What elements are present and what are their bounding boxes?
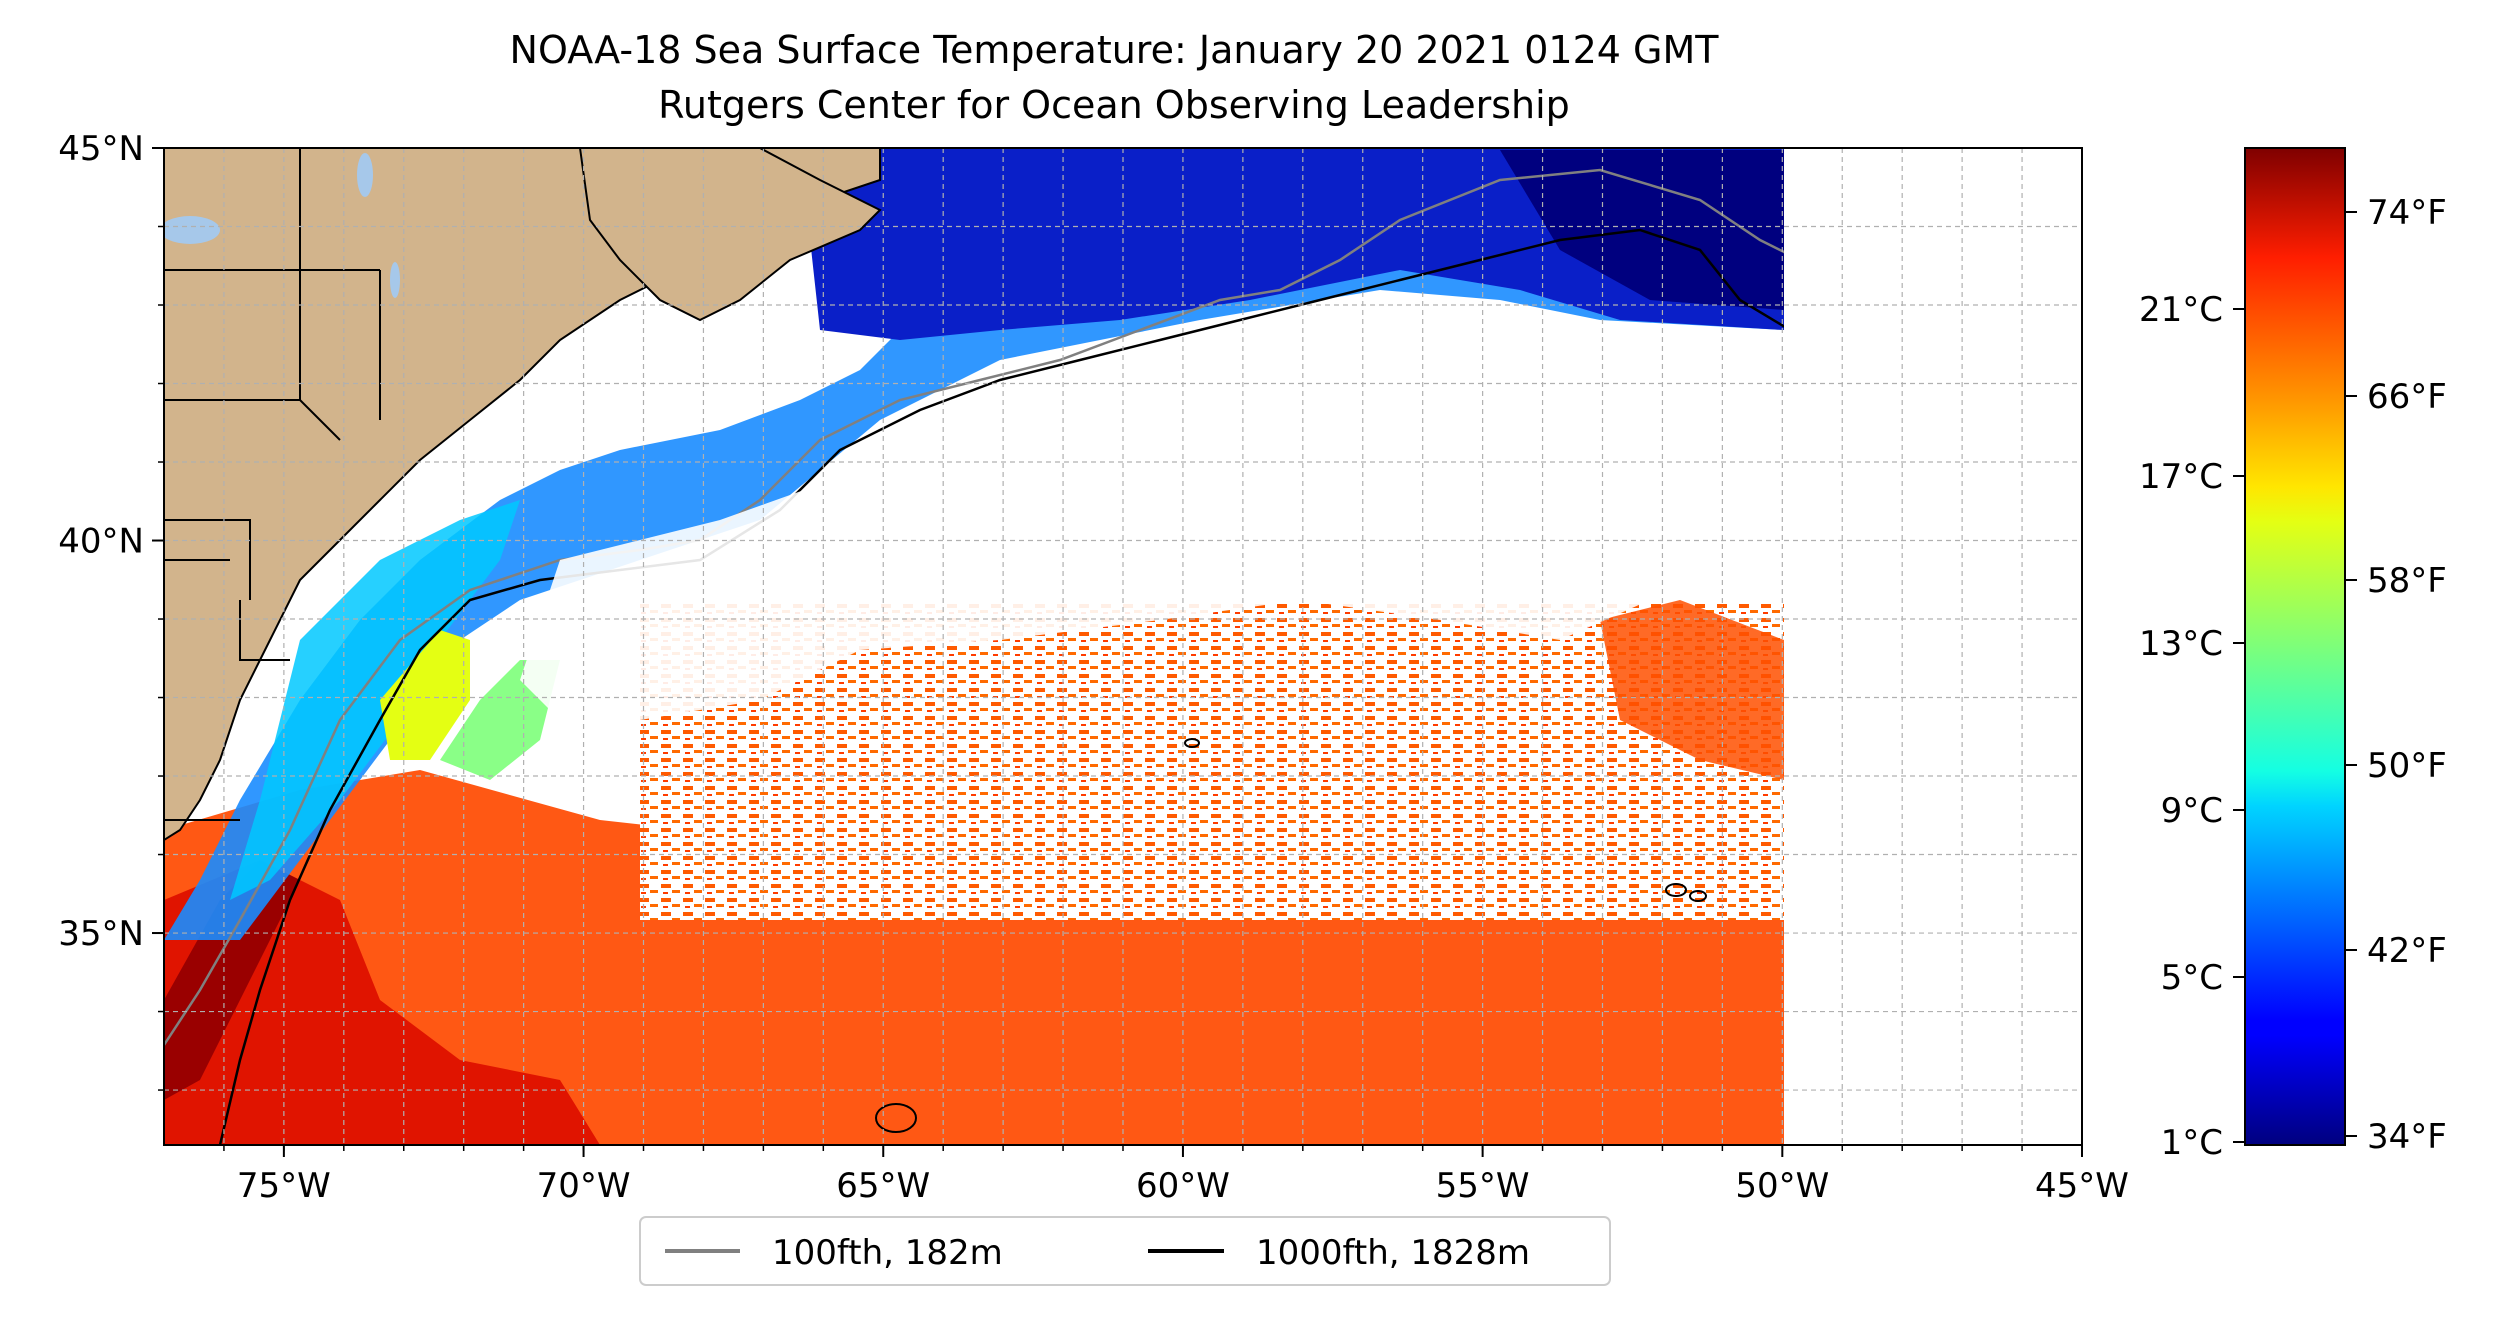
x-tick-label: 55°W (1436, 1166, 1530, 1206)
contour-100fth (164, 149, 1902, 1046)
colorbar-celsius-label: 17°C (2139, 457, 2223, 497)
colorbar-fahrenheit-axis: 34°F 42°F 50°F 58°F 66°F 74°F (2345, 193, 2447, 1157)
no-data-region (1784, 148, 2082, 1145)
map-subtitle: Rutgers Center for Ocean Observing Leade… (658, 83, 1570, 127)
contour-1000fth (218, 228, 1820, 1145)
gridlines (164, 148, 2082, 1145)
colorbar-celsius-label: 9°C (2161, 791, 2223, 831)
sst-warm-region (164, 770, 1784, 1145)
sst-yellow-front (380, 630, 470, 760)
map-title: NOAA-18 Sea Surface Temperature: January… (510, 28, 1720, 72)
x-tick-label: 75°W (237, 1166, 331, 1206)
colorbar: 1°C 5°C 9°C 13°C 17°C 21°C 34°F 42°F 50°F 58°F 66… (2139, 147, 2447, 1163)
x-tick-label: 65°W (836, 1166, 930, 1206)
colorbar-fahrenheit-label: 66°F (2367, 377, 2447, 417)
cloud-mask (520, 360, 1784, 720)
colorbar-celsius-label: 21°C (2139, 290, 2223, 330)
x-tick-label: 60°W (1136, 1166, 1230, 1206)
colorbar-fahrenheit-label: 50°F (2367, 746, 2447, 786)
sst-warm-patch-east (1600, 600, 1784, 780)
x-tick-label: 50°W (1735, 1166, 1829, 1206)
y-tick-label: 40°N (58, 522, 144, 562)
x-axis: 75°W 70°W 65°W 60°W 55°W 50°W 45°W (223, 1145, 2129, 1206)
colorbar-fahrenheit-label: 58°F (2367, 561, 2447, 601)
colorbar-celsius-label: 13°C (2139, 624, 2223, 664)
colorbar-fahrenheit-label: 74°F (2367, 193, 2447, 233)
colorbar-celsius-axis: 1°C 5°C 9°C 13°C 17°C 21°C (2139, 290, 2245, 1163)
lakes (164, 153, 400, 298)
colorbar-fahrenheit-label: 34°F (2367, 1117, 2447, 1157)
colorbar-fahrenheit-label: 42°F (2367, 931, 2447, 971)
legend: 100fth, 182m 1000fth, 1828m (639, 1216, 1611, 1286)
legend-label-1000fth: 1000fth, 1828m (1256, 1233, 1530, 1273)
sst-image-layer (164, 148, 2082, 1145)
map-panel: 75°W 70°W 65°W 60°W 55°W 50°W 45°W 45°N 40°N 35°… (58, 129, 2129, 1206)
colorbar-gradient (2244, 147, 2346, 1146)
legend-label-100fth: 100fth, 182m (772, 1233, 1003, 1273)
x-tick-label: 70°W (537, 1166, 631, 1206)
legend-box (639, 1216, 1611, 1286)
colorbar-celsius-label: 1°C (2161, 1123, 2223, 1163)
state-borders (164, 148, 381, 821)
colorbar-celsius-label: 5°C (2161, 958, 2223, 998)
x-tick-label: 45°W (2035, 1166, 2129, 1206)
y-tick-label: 45°N (58, 129, 144, 169)
y-axis: 45°N 40°N 35°N (58, 129, 164, 1091)
y-tick-label: 35°N (58, 914, 144, 954)
land-nova-scotia (578, 148, 882, 322)
sst-hot-coast (164, 860, 300, 1100)
